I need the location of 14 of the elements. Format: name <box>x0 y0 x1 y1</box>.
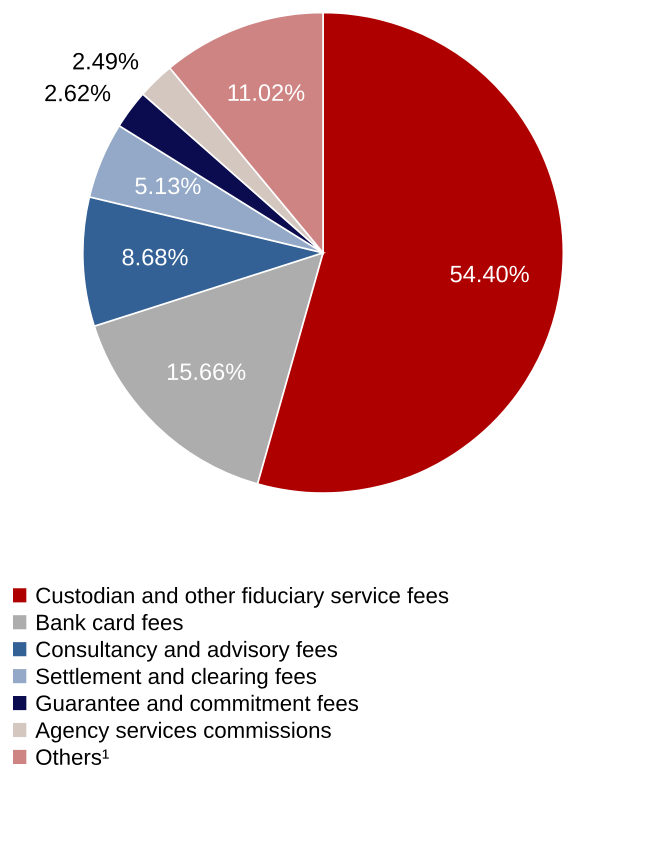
data-label: 5.13% <box>135 178 201 194</box>
legend-label: Others¹ <box>36 748 109 765</box>
data-label: 2.49% <box>73 52 138 70</box>
legend-label: Custodian and other fiduciary service fees <box>36 587 448 608</box>
data-label: 15.66% <box>168 363 246 380</box>
legend-label: Guarantee and commitment fees <box>36 694 358 712</box>
legend-label: Consultancy and advisory fees <box>36 640 338 662</box>
data-label: 11.02% <box>228 84 304 101</box>
data-label: 8.68% <box>122 248 188 266</box>
legend-label: Settlement and clearing fees <box>36 668 316 689</box>
data-label: 2.62% <box>45 84 110 102</box>
legend-label: Bank card fees <box>37 614 183 630</box>
legend-label: Agency services commissions <box>35 722 331 742</box>
data-label: 54.40% <box>450 266 529 282</box>
